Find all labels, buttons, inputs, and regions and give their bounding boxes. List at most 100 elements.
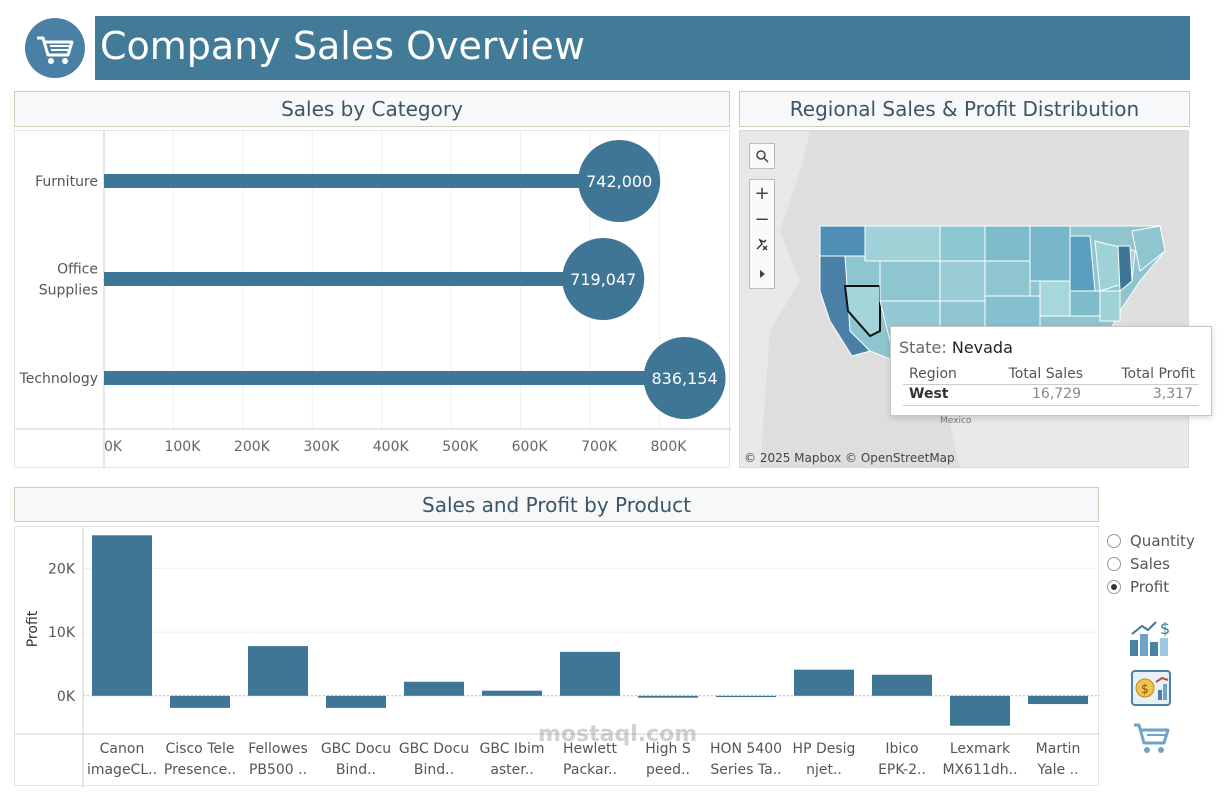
radio-circle[interactable] (1107, 580, 1121, 594)
x-tick-label: 700K (581, 439, 618, 455)
product-label: Hewlett (563, 741, 618, 757)
map-search-button[interactable] (749, 143, 775, 169)
category-value-label: 719,047 (570, 270, 636, 289)
tooltip-region: West (909, 386, 949, 402)
product-label: aster.. (490, 762, 533, 778)
map-panel-title: Regional Sales & Profit Distribution (739, 91, 1190, 127)
money-report-icon[interactable]: $ (1128, 668, 1174, 708)
product-bar (326, 695, 386, 708)
tooltip-profit: 3,317 (1152, 386, 1193, 402)
tooltip-divider (903, 384, 1199, 385)
x-tick-label: 200K (234, 439, 271, 455)
zoom-in-button[interactable]: + (750, 180, 774, 206)
product-label: High S (645, 741, 691, 757)
search-icon (756, 150, 769, 163)
category-bar (104, 174, 620, 188)
tooltip-col-region: Region (909, 366, 957, 382)
product-bar (872, 674, 932, 696)
zoom-out-button[interactable]: − (750, 206, 774, 232)
x-tick-label: 800K (651, 439, 688, 455)
product-label: Packar.. (563, 762, 617, 778)
tooltip-state-value: Nevada (951, 338, 1013, 357)
category-bar (104, 272, 604, 286)
category-value-label: 742,000 (586, 172, 652, 191)
product-label: Lexmark (950, 741, 1011, 757)
category-label: Office (57, 262, 98, 278)
product-label: Canon (100, 741, 145, 757)
chart-dollar-icon[interactable]: $ (1128, 618, 1174, 658)
tooltip-sales: 16,729 (1032, 386, 1081, 402)
tooltip-col-sales: Total Sales (1008, 366, 1083, 382)
product-label: njet.. (806, 762, 842, 778)
product-label: GBC Docu (321, 741, 391, 757)
x-tick-label: 300K (303, 439, 340, 455)
map-canvas: Mexico (740, 131, 1188, 467)
tooltip-state: State: Nevada (899, 338, 1013, 357)
category-value-label: 836,154 (651, 369, 717, 388)
map-label-mexico: Mexico (940, 416, 972, 426)
product-label: PB500 .. (249, 762, 307, 778)
radio-label: Sales (1130, 555, 1170, 573)
radio-label: Profit (1130, 578, 1170, 596)
category-label: Furniture (35, 174, 98, 190)
product-label: HP Desig (793, 741, 856, 757)
category-panel-title: Sales by Category (14, 91, 730, 127)
x-tick-label: 100K (164, 439, 201, 455)
radio-quantity[interactable]: Quantity (1107, 532, 1195, 550)
radio-sales[interactable]: Sales (1107, 555, 1170, 573)
header-logo (25, 18, 85, 78)
category-bubble (643, 337, 726, 419)
product-label: Bind.. (336, 762, 376, 778)
tooltip-divider (903, 405, 1199, 406)
product-label: Cisco Tele (166, 741, 235, 757)
svg-text:$: $ (1160, 619, 1170, 638)
category-chart[interactable]: 0K 100K 200K 300K 400K 500K 600K 700K 800K Furnit… (14, 130, 731, 469)
zoom-out-icon: − (754, 208, 770, 230)
product-label: Bind.. (414, 762, 454, 778)
shopping-cart-icon (37, 36, 74, 64)
product-chart-svg: 0K 10K 20K Profit Canon imageCL.. Cisco Tele Pr… (15, 527, 1100, 787)
expand-arrow-icon (760, 270, 765, 278)
category-chart-svg: 0K 100K 200K 300K 400K 500K 600K 700K 800K Furnit… (15, 131, 731, 469)
pin-reset-button[interactable] (750, 232, 774, 258)
x-tick-label: 500K (442, 439, 479, 455)
product-label: GBC Ibim (480, 741, 545, 757)
cart-icon[interactable] (1128, 717, 1174, 757)
product-bar (170, 695, 230, 708)
radio-circle[interactable] (1107, 557, 1121, 571)
product-label: Presence.. (164, 762, 236, 778)
product-label: Yale .. (1036, 762, 1078, 778)
radio-circle[interactable] (1107, 534, 1121, 548)
expand-button[interactable] (750, 260, 774, 288)
product-bar (248, 646, 308, 696)
map-credit[interactable]: © 2025 Mapbox © OpenStreetMap (744, 451, 955, 465)
product-label: GBC Docu (399, 741, 469, 757)
product-label: Martin (1036, 741, 1081, 757)
product-chart[interactable]: 0K 10K 20K Profit Canon imageCL.. Cisco Tele Pr… (14, 526, 1100, 787)
product-panel-title: Sales and Profit by Product (14, 487, 1099, 522)
product-bar (92, 535, 152, 696)
product-bar (950, 695, 1010, 726)
product-bar (404, 681, 464, 696)
watermark: mostaql.com (538, 722, 698, 747)
header-bar: Company Sales Overview (95, 16, 1190, 80)
product-bar (716, 695, 776, 698)
x-tick-label: 600K (512, 439, 549, 455)
category-bubble (562, 238, 645, 320)
product-label: HON 5400 (710, 741, 782, 757)
category-bubble (578, 140, 661, 222)
product-label: Series Ta.. (710, 762, 781, 778)
product-bar (560, 651, 620, 696)
product-bar (794, 669, 854, 696)
product-bar (638, 695, 698, 698)
product-bar (1028, 695, 1088, 705)
y-axis-title: Profit (25, 610, 41, 647)
map-tooltip: State: Nevada Region Total Sales Total P… (890, 326, 1212, 416)
product-label: EPK-2.. (878, 762, 926, 778)
map-zoom-controls: + − (749, 179, 775, 289)
product-label: MX611dh.. (942, 762, 1017, 778)
regional-map[interactable]: Mexico + − © 2025 Mapbox © OpenStreetMap (739, 130, 1189, 468)
radio-profit[interactable]: Profit (1107, 578, 1169, 596)
x-tick-label: 0K (104, 439, 123, 455)
y-tick-label: 10K (48, 625, 76, 641)
